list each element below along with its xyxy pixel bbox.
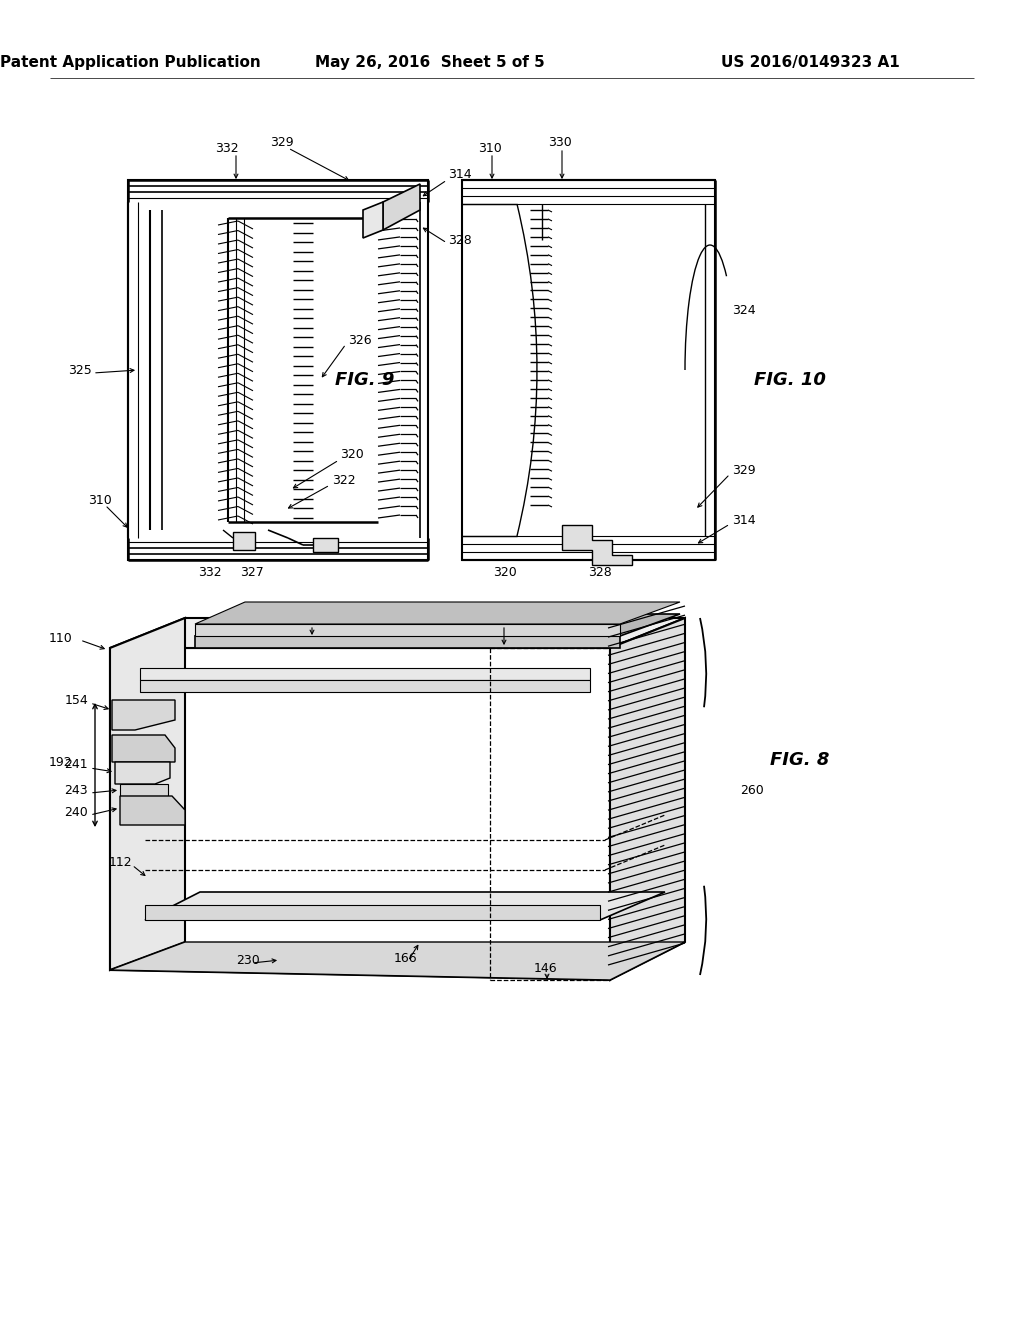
Text: 146: 146	[534, 961, 557, 974]
Polygon shape	[140, 680, 590, 692]
Text: 112: 112	[109, 855, 132, 869]
Polygon shape	[195, 602, 680, 624]
Polygon shape	[195, 624, 620, 636]
Text: 243: 243	[65, 784, 88, 796]
Polygon shape	[112, 735, 175, 762]
Text: 230: 230	[237, 953, 260, 966]
Text: 241: 241	[65, 759, 88, 771]
Bar	[313, 539, 338, 552]
Text: 328: 328	[588, 565, 612, 578]
Text: 332: 332	[215, 141, 239, 154]
Text: 314: 314	[732, 513, 756, 527]
Text: May 26, 2016  Sheet 5 of 5: May 26, 2016 Sheet 5 of 5	[315, 54, 545, 70]
Polygon shape	[145, 892, 665, 920]
Text: 326: 326	[348, 334, 372, 346]
Polygon shape	[145, 906, 600, 920]
Polygon shape	[362, 202, 383, 238]
Polygon shape	[120, 796, 185, 825]
Text: 260: 260	[740, 784, 764, 796]
Text: 320: 320	[494, 565, 517, 578]
Text: 192: 192	[48, 755, 72, 768]
Polygon shape	[120, 784, 168, 796]
Bar	[128, 180, 428, 560]
Polygon shape	[195, 614, 680, 636]
Bar	[233, 532, 255, 550]
Polygon shape	[110, 618, 185, 970]
Text: 329: 329	[732, 463, 756, 477]
Text: FIG. 10: FIG. 10	[754, 371, 826, 389]
Polygon shape	[115, 762, 170, 784]
Text: 310: 310	[478, 141, 502, 154]
Text: 332: 332	[199, 565, 222, 578]
Polygon shape	[610, 618, 685, 979]
Text: 314: 314	[449, 169, 472, 181]
Text: 325: 325	[69, 363, 92, 376]
Text: 154: 154	[65, 693, 88, 706]
Text: 240: 240	[65, 805, 88, 818]
Bar	[462, 180, 715, 560]
Polygon shape	[195, 636, 620, 648]
Text: 329: 329	[270, 136, 294, 149]
Text: 310: 310	[88, 494, 112, 507]
Polygon shape	[383, 183, 420, 230]
Text: 110: 110	[48, 631, 72, 644]
Text: FIG. 8: FIG. 8	[770, 751, 829, 770]
Polygon shape	[140, 668, 590, 680]
Polygon shape	[110, 618, 685, 648]
Text: 328: 328	[449, 234, 472, 247]
Text: 144: 144	[490, 614, 514, 627]
Text: 166: 166	[393, 952, 417, 965]
Polygon shape	[110, 648, 610, 979]
Polygon shape	[112, 700, 175, 730]
Text: 330: 330	[548, 136, 571, 149]
Text: 324: 324	[732, 304, 756, 317]
Text: US 2016/0149323 A1: US 2016/0149323 A1	[721, 54, 899, 70]
Polygon shape	[110, 942, 685, 979]
Text: 322: 322	[332, 474, 355, 487]
Text: Patent Application Publication: Patent Application Publication	[0, 54, 260, 70]
Text: 164: 164	[298, 614, 322, 627]
Text: 320: 320	[340, 449, 364, 462]
Polygon shape	[562, 525, 632, 565]
Text: 327: 327	[240, 565, 264, 578]
Text: FIG. 9: FIG. 9	[335, 371, 394, 389]
